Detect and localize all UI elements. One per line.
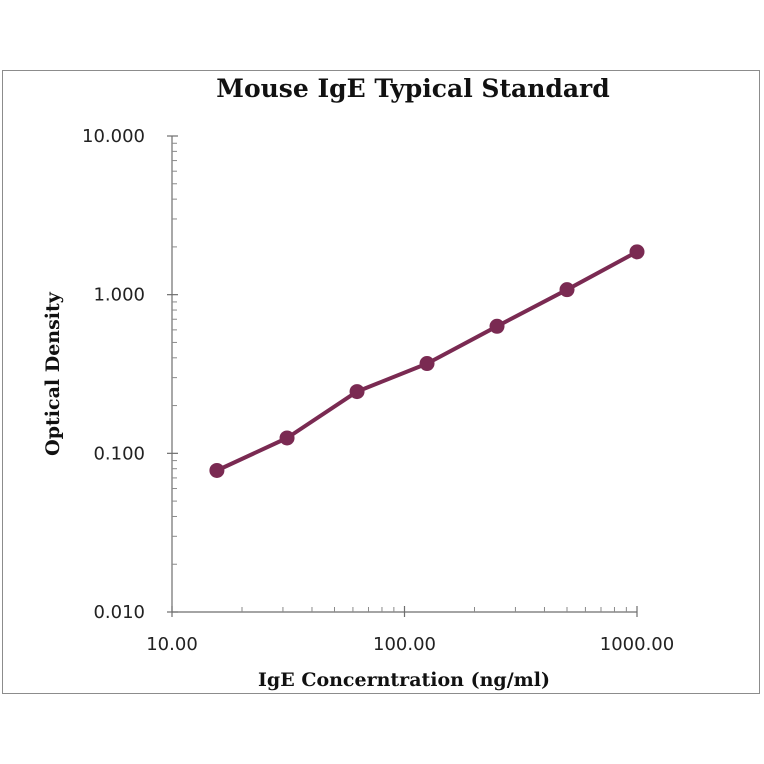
data-point — [489, 318, 505, 334]
x-tick-label: 100.00 — [373, 634, 436, 655]
y-tick-label: 0.010 — [93, 602, 145, 623]
y-tick-label: 0.100 — [93, 443, 145, 464]
x-tick-label: 1000.00 — [600, 634, 674, 655]
data-point — [559, 282, 575, 298]
y-tick-label: 10.000 — [82, 126, 145, 147]
data-point — [419, 356, 435, 372]
chart-title: Mouse IgE Typical Standard — [216, 74, 609, 103]
series-group — [209, 244, 645, 478]
x-axis-label: IgE Concerntration (ng/ml) — [258, 669, 550, 691]
data-point — [279, 430, 295, 446]
x-ticks: 10.00 100.00 1000.00 — [146, 606, 674, 655]
data-point — [629, 244, 645, 260]
x-tick-label: 10.00 — [146, 634, 198, 655]
y-axis-label: Optical Density — [42, 291, 64, 456]
data-point — [209, 462, 225, 478]
y-tick-label: 1.000 — [93, 285, 145, 306]
y-ticks: 0.010 0.100 1.000 10.000 — [82, 126, 178, 623]
data-point — [349, 384, 365, 400]
